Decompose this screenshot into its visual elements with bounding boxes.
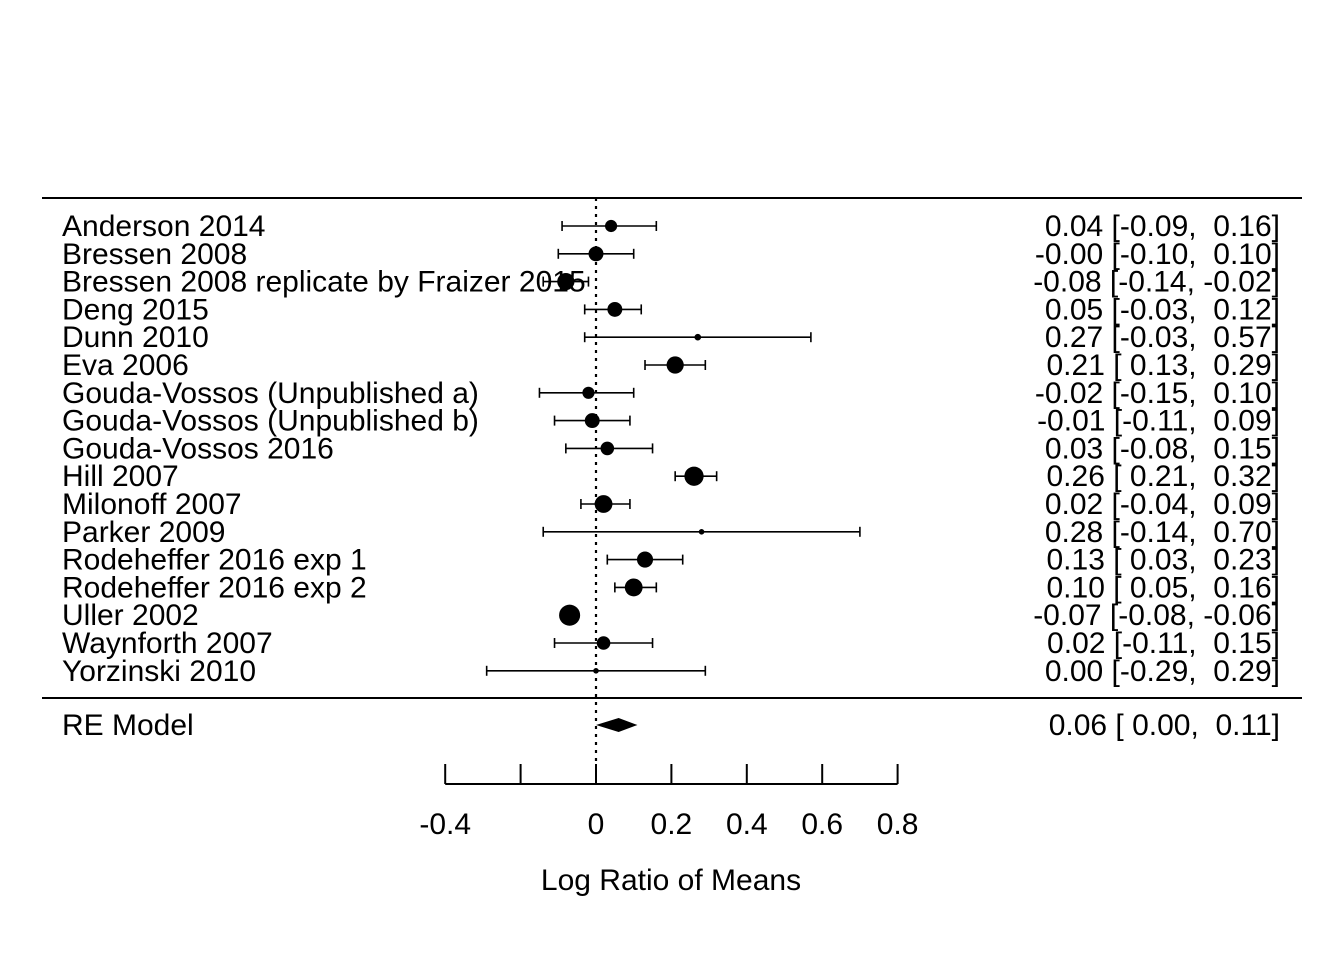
- x-axis-label: Log Ratio of Means: [541, 864, 801, 897]
- study-row: Parker 2009 0.28 [-0.14, 0.70]: [62, 516, 1280, 549]
- effect-ci-text: 0.03 [-0.08, 0.15]: [1045, 432, 1280, 465]
- x-tick-label: 0: [588, 808, 605, 841]
- study-label: Milonoff 2007: [62, 488, 242, 521]
- effect-point: [666, 356, 684, 374]
- study-row: Eva 2006 0.21 [ 0.13, 0.29]: [62, 349, 1280, 382]
- effect-point: [604, 219, 618, 233]
- study-row: Bressen 2008 -0.00 [-0.10, 0.10]: [62, 238, 1280, 271]
- study-label: Waynforth 2007: [62, 627, 273, 660]
- effect-point: [624, 578, 643, 597]
- study-row: Rodeheffer 2016 exp 2 0.10 [ 0.05, 0.16]: [62, 571, 1280, 604]
- effect-point: [582, 386, 595, 399]
- study-row: Gouda-Vossos (Unpublished a) -0.02 [-0.15…: [62, 377, 1280, 410]
- study-label: Rodeheffer 2016 exp 2: [62, 571, 367, 604]
- study-label: Bressen 2008: [62, 238, 247, 271]
- effect-point: [607, 301, 623, 317]
- effect-ci-text: -0.08 [-0.14, -0.02]: [1033, 266, 1280, 299]
- study-rows: Anderson 2014 0.04 [-0.09, 0.16]Bressen 2…: [62, 210, 1280, 688]
- study-label: Dunn 2010: [62, 321, 209, 354]
- study-row: Bressen 2008 replicate by Fraizer 2015 -0…: [62, 266, 1280, 299]
- x-axis: -0.4 0 0.2 0.4 0.6 0.8: [419, 764, 918, 841]
- effect-point: [584, 413, 600, 429]
- study-label: Gouda-Vossos 2016: [62, 432, 334, 465]
- effect-ci-text: 0.21 [ 0.13, 0.29]: [1046, 349, 1280, 382]
- study-row: Uller 2002 -0.07 [-0.08, -0.06]: [62, 599, 1280, 632]
- study-label: Anderson 2014: [62, 210, 266, 243]
- effect-ci-text: 0.02 [-0.04, 0.09]: [1045, 488, 1280, 521]
- effect-ci-text: 0.02 [-0.11, 0.15]: [1047, 627, 1280, 660]
- effect-point: [684, 466, 704, 486]
- x-tick-label: 0.2: [651, 808, 693, 841]
- study-row: Anderson 2014 0.04 [-0.09, 0.16]: [62, 210, 1280, 243]
- study-label: Rodeheffer 2016 exp 1: [62, 544, 367, 577]
- study-row: Yorzinski 2010 0.00 [-0.29, 0.29]: [62, 655, 1280, 688]
- effect-ci-text: 0.28 [-0.14, 0.70]: [1045, 516, 1280, 549]
- x-tick-label: 0.6: [801, 808, 843, 841]
- summary-diamond: [596, 718, 638, 732]
- study-row: Rodeheffer 2016 exp 1 0.13 [ 0.03, 0.23]: [62, 544, 1280, 577]
- study-label: Deng 2015: [62, 293, 209, 326]
- effect-ci-text: 0.04 [-0.09, 0.16]: [1045, 210, 1280, 243]
- effect-ci-text: -0.02 [-0.15, 0.10]: [1035, 377, 1280, 410]
- study-label: Eva 2006: [62, 349, 189, 382]
- effect-ci-text: 0.13 [ 0.03, 0.23]: [1046, 544, 1280, 577]
- effect-ci-text: -0.01 [-0.11, 0.09]: [1037, 405, 1280, 438]
- study-row: Hill 2007 0.26 [ 0.21, 0.32]: [62, 460, 1280, 493]
- effect-point: [557, 273, 575, 291]
- effect-point: [694, 333, 702, 341]
- effect-point: [594, 495, 613, 513]
- x-tick-label: -0.4: [419, 808, 471, 841]
- study-label: Parker 2009: [62, 516, 225, 549]
- summary-row: RE Model 0.06 [ 0.00, 0.11]: [62, 709, 1280, 742]
- x-tick-label: 0.4: [726, 808, 768, 841]
- effect-point: [593, 668, 599, 674]
- study-row: Gouda-Vossos 2016 0.03 [-0.08, 0.15]: [62, 432, 1280, 465]
- effect-ci-text: 0.10 [ 0.05, 0.16]: [1046, 571, 1280, 604]
- effect-point: [698, 529, 705, 535]
- effect-point: [636, 551, 654, 568]
- effect-ci-text: 0.00 [-0.29, 0.29]: [1045, 655, 1280, 688]
- study-label: Bressen 2008 replicate by Fraizer 2015: [62, 266, 586, 299]
- effect-ci-text: -0.07 [-0.08, -0.06]: [1033, 599, 1280, 632]
- effect-point: [600, 441, 615, 456]
- summary-ci-text: 0.06 [ 0.00, 0.11]: [1049, 709, 1280, 742]
- effect-point: [588, 246, 604, 262]
- study-label: Gouda-Vossos (Unpublished b): [62, 405, 479, 438]
- effect-point: [559, 604, 581, 626]
- effect-ci-text: 0.26 [ 0.21, 0.32]: [1046, 460, 1280, 493]
- study-label: Gouda-Vossos (Unpublished a): [62, 377, 479, 410]
- study-row: Deng 2015 0.05 [-0.03, 0.12]: [62, 293, 1280, 326]
- study-label: Hill 2007: [62, 460, 179, 493]
- effect-ci-text: 0.27 [-0.03, 0.57]: [1045, 321, 1280, 354]
- study-row: Milonoff 2007 0.02 [-0.04, 0.09]: [62, 488, 1280, 521]
- effect-point: [596, 636, 611, 650]
- effect-ci-text: 0.05 [-0.03, 0.12]: [1045, 293, 1280, 326]
- study-label: Yorzinski 2010: [62, 655, 256, 688]
- x-tick-label: 0.8: [877, 808, 919, 841]
- study-row: Dunn 2010 0.27 [-0.03, 0.57]: [62, 321, 1280, 354]
- effect-ci-text: -0.00 [-0.10, 0.10]: [1035, 238, 1280, 271]
- summary-label: RE Model: [62, 709, 194, 742]
- study-row: Gouda-Vossos (Unpublished b) -0.01 [-0.11…: [62, 405, 1280, 438]
- study-label: Uller 2002: [62, 599, 199, 632]
- study-row: Waynforth 2007 0.02 [-0.11, 0.15]: [62, 627, 1280, 660]
